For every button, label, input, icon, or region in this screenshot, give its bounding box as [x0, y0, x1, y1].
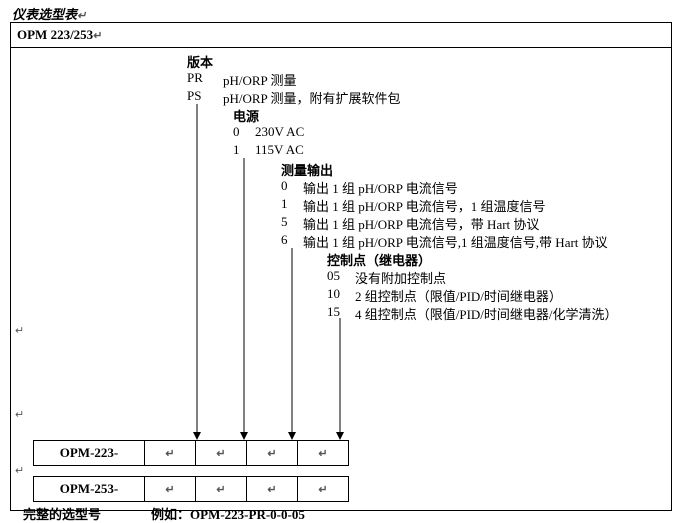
order-cell: ↵ [145, 441, 196, 466]
order-cell: ↵ [196, 477, 247, 502]
page-title: 仪表选型表 [12, 7, 77, 22]
footer-line: 完整的选型号 [23, 504, 101, 523]
order-cell: ↵ [247, 441, 298, 466]
order-prefix-253: OPM-253- [34, 477, 145, 502]
order-prefix-223: OPM-223- [34, 441, 145, 466]
order-cell: ↵ [196, 441, 247, 466]
order-cell: ↵ [145, 477, 196, 502]
footer-example: 例如：OPM-223-PR-0-0-05 [151, 504, 305, 523]
order-table-223: OPM-223- ↵ ↵ ↵ ↵ [33, 440, 349, 466]
model-header: OPM 223/253 [17, 27, 93, 42]
order-cell: ↵ [247, 477, 298, 502]
order-table-253: OPM-253- ↵ ↵ ↵ ↵ [33, 476, 349, 502]
order-cell: ↵ [298, 441, 349, 466]
order-cell: ↵ [298, 477, 349, 502]
selection-inner: 版本 PR pH/ORP 测量 PS pH/ORP 测量，附有扩展软件包 电源 … [11, 48, 671, 510]
footer-label: 完整的选型号 [23, 507, 101, 522]
selection-table-box: OPM 223/253 ↵ 版本 PR pH/ORP 测量 PS pH/ORP 测… [10, 22, 672, 511]
